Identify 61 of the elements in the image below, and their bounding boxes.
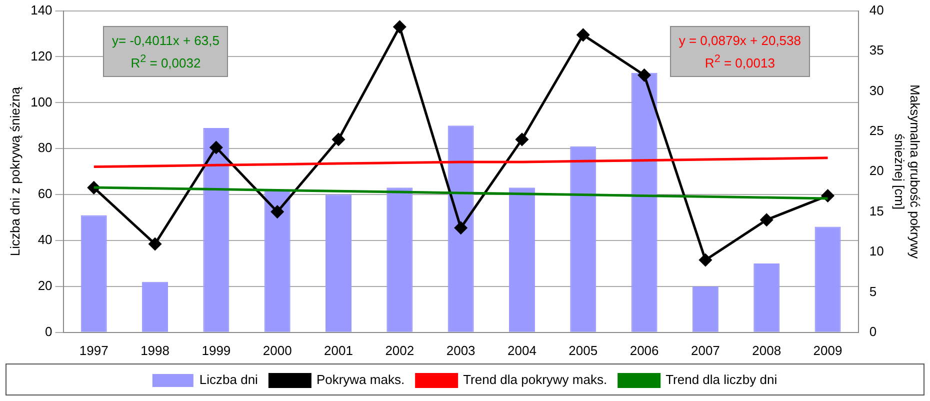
x-tick-label: 2006 [630, 342, 659, 358]
y2-tick-label: 20 [869, 163, 884, 178]
point [271, 206, 284, 218]
x-tick-label: 1999 [202, 342, 231, 358]
y-tick-label: 20 [38, 278, 52, 294]
bar [631, 72, 658, 332]
y2-tick-label: 0 [869, 324, 877, 339]
point [454, 222, 468, 234]
bar [448, 126, 474, 332]
y2-axis-title: Maksymalna grubość pokrywy śnieżnej [cm] [892, 84, 923, 260]
y2-tick-label: 15 [869, 203, 884, 218]
y-tick-label: 40 [38, 232, 52, 248]
bar [570, 146, 596, 332]
bar [386, 188, 413, 332]
x-tick-label: 2002 [385, 342, 414, 358]
x-tick-label: 2004 [508, 342, 536, 358]
annotation: y= -0,4011x + 63,5 R$^{2}$ = 0,0032 [103, 26, 228, 78]
bar [80, 215, 107, 332]
y2-tick-label: 30 [869, 82, 884, 98]
y-tick-label: 60 [38, 186, 52, 202]
point [210, 141, 222, 154]
annotation: y = 0,0879x + 20,538 R$^{2}$ = 0,0013 [670, 26, 810, 78]
y2-tick-label: 40 [869, 2, 884, 18]
bar [814, 226, 841, 332]
x-tick-label: 2008 [752, 342, 782, 358]
point [576, 28, 590, 42]
bar [264, 190, 290, 332]
x-tick-label: 2000 [262, 342, 292, 358]
y-tick-label: 100 [30, 94, 52, 110]
y-axis-title: Liczba dni z pokrywą śnieżną [7, 86, 22, 256]
x-tick-label: 2001 [324, 342, 353, 358]
y2-tick-label: 35 [869, 42, 884, 58]
y-tick-label: 80 [38, 140, 52, 156]
x-tick-label: 1998 [140, 342, 170, 358]
point [638, 68, 651, 82]
bar [754, 263, 780, 332]
y-tick-label: 0 [45, 324, 52, 339]
bar [326, 194, 352, 332]
legend-label: Liczba dni [199, 372, 258, 388]
y-tick-label: 140 [30, 2, 52, 18]
x-tick-label: 1997 [79, 342, 108, 358]
y-tick-label: 120 [30, 48, 52, 64]
legend-label: Pokrywa maks. [316, 372, 405, 388]
point [148, 238, 162, 250]
bar [142, 282, 168, 332]
x-tick-label: 2009 [813, 342, 842, 358]
legend-label: Trend dla liczby dni [666, 372, 778, 388]
x-tick-label: 2005 [568, 342, 598, 358]
legend-label: Trend dla pokrywy maks. [463, 372, 608, 388]
point [699, 254, 712, 266]
bar [692, 286, 718, 332]
y2-tick-label: 25 [869, 122, 884, 138]
point [393, 20, 406, 34]
x-tick-label: 2003 [446, 342, 476, 358]
point [332, 133, 345, 146]
y2-tick-label: 5 [869, 284, 877, 299]
point [760, 214, 773, 226]
y2-tick-label: 10 [869, 244, 884, 259]
bar [508, 188, 535, 332]
point [516, 133, 528, 146]
x-tick-label: 2007 [690, 342, 720, 358]
